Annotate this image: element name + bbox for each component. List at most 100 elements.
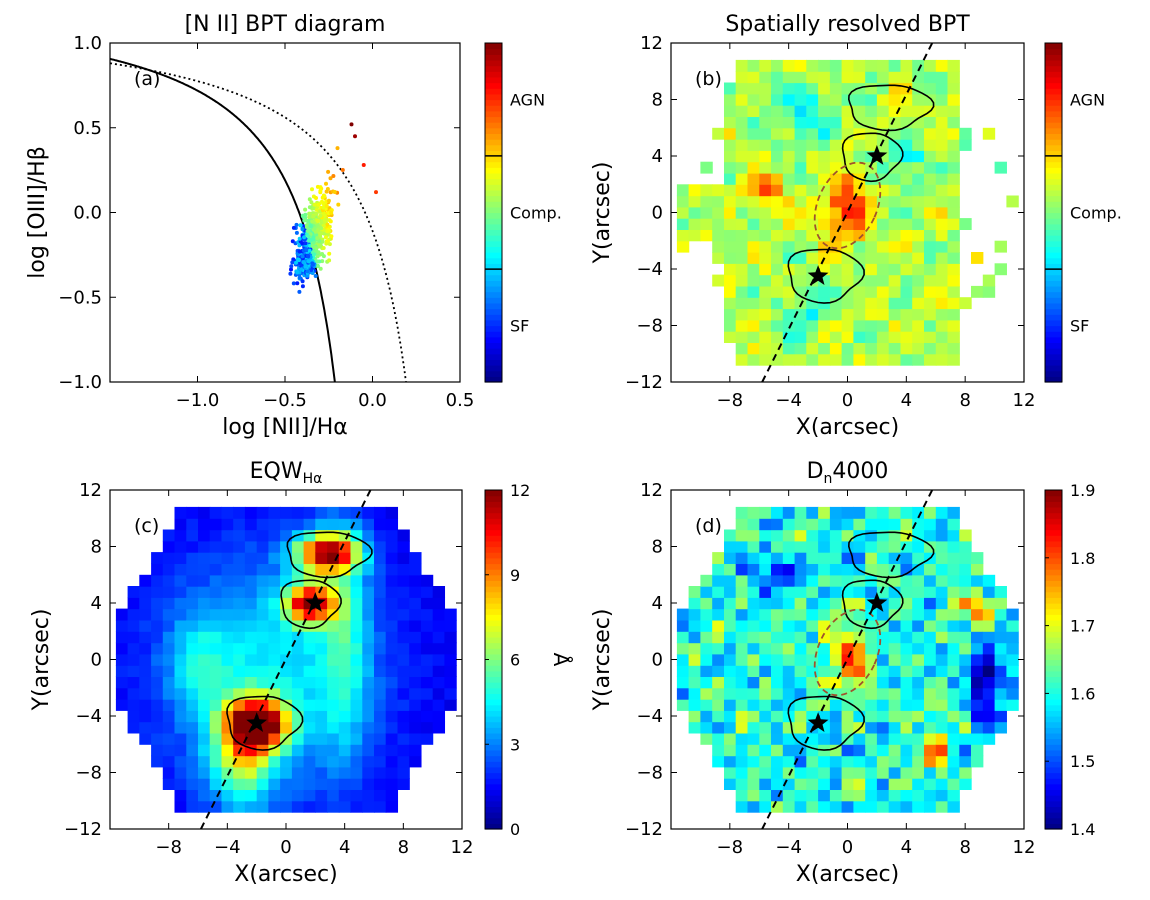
data-point bbox=[315, 236, 320, 241]
map-pixel bbox=[221, 789, 234, 802]
map-pixel bbox=[841, 252, 854, 264]
map-pixel bbox=[268, 597, 281, 610]
map-pixel bbox=[724, 240, 737, 253]
map-pixel bbox=[912, 800, 925, 813]
map-pixel bbox=[876, 676, 890, 689]
map-pixel bbox=[244, 631, 258, 644]
map-pixel bbox=[221, 506, 234, 519]
map-pixel bbox=[782, 518, 796, 531]
map-pixel bbox=[759, 699, 772, 711]
map-pixel bbox=[771, 82, 784, 95]
map-pixel bbox=[712, 687, 725, 700]
colorbar-segment bbox=[485, 670, 502, 678]
map-pixel bbox=[420, 721, 434, 734]
map-pixel bbox=[303, 778, 316, 790]
map-pixel bbox=[853, 506, 866, 519]
x-tick-label: −4 bbox=[775, 390, 802, 411]
map-pixel bbox=[935, 342, 949, 355]
map-pixel bbox=[712, 597, 725, 610]
colorbar-segment bbox=[1045, 353, 1062, 360]
map-pixel bbox=[771, 308, 784, 321]
map-pixel bbox=[280, 789, 293, 802]
map-pixel bbox=[900, 699, 913, 711]
colorbar-segment bbox=[485, 359, 502, 366]
x-tick-label: 12 bbox=[1013, 837, 1036, 858]
map-pixel bbox=[385, 608, 399, 621]
map-pixel bbox=[724, 150, 737, 163]
map-pixel bbox=[327, 699, 340, 711]
map-pixel bbox=[900, 653, 913, 666]
colorbar-tick-label: 9 bbox=[510, 566, 520, 585]
map-pixel bbox=[829, 240, 843, 253]
map-pixel bbox=[151, 586, 164, 598]
panel-label: (c) bbox=[134, 515, 159, 537]
map-pixel bbox=[947, 552, 960, 564]
map-pixel bbox=[971, 732, 984, 745]
colorbar-segment bbox=[485, 591, 502, 598]
map-pixel bbox=[747, 127, 760, 140]
map-pixel bbox=[876, 552, 890, 564]
map-pixel bbox=[1006, 653, 1019, 666]
map-pixel bbox=[829, 631, 843, 644]
map-pixel bbox=[233, 563, 246, 576]
data-point bbox=[328, 176, 333, 181]
map-pixel bbox=[221, 540, 234, 553]
map-pixel bbox=[947, 297, 960, 310]
map-pixel bbox=[162, 744, 176, 757]
contour-north bbox=[286, 531, 373, 579]
data-point bbox=[321, 205, 326, 210]
map-pixel bbox=[747, 172, 760, 185]
map-pixel bbox=[771, 518, 784, 531]
map-pixel bbox=[327, 597, 340, 610]
map-pixel bbox=[209, 540, 223, 553]
map-pixel bbox=[338, 676, 352, 689]
map-pixel bbox=[338, 529, 352, 542]
map-pixel bbox=[853, 676, 866, 689]
map-pixel bbox=[876, 540, 890, 553]
map-pixel bbox=[865, 721, 878, 734]
map-pixel bbox=[759, 586, 772, 598]
map-pixel bbox=[688, 218, 701, 230]
map-pixel bbox=[280, 563, 293, 576]
data-point bbox=[327, 242, 332, 247]
map-pixel bbox=[362, 687, 375, 700]
map-pixel bbox=[818, 331, 831, 343]
map-pixel bbox=[924, 699, 937, 711]
map-pixel bbox=[233, 529, 246, 542]
map-pixel bbox=[115, 608, 129, 621]
map-pixel bbox=[700, 676, 713, 689]
map-pixel bbox=[806, 619, 819, 632]
map-pixel bbox=[876, 342, 890, 355]
map-pixel bbox=[829, 59, 843, 72]
colorbar-tick-label: 1.4 bbox=[1070, 820, 1095, 839]
colorbar-segment bbox=[485, 93, 502, 101]
map-pixel bbox=[959, 732, 972, 745]
map-pixel bbox=[174, 789, 187, 802]
map-pixel bbox=[280, 665, 293, 677]
map-pixel bbox=[888, 619, 902, 632]
map-pixel bbox=[291, 540, 305, 553]
map-pixel bbox=[759, 59, 772, 72]
map-pixel bbox=[162, 699, 176, 711]
dashed-ellipse bbox=[813, 161, 882, 250]
map-pixel bbox=[912, 331, 925, 343]
colorbar-segment bbox=[485, 348, 502, 355]
map-pixel bbox=[912, 229, 925, 242]
map-pixel bbox=[151, 699, 164, 711]
map-pixel bbox=[327, 653, 340, 666]
map-pixel bbox=[747, 93, 760, 106]
map-pixel bbox=[688, 653, 701, 666]
data-point bbox=[306, 254, 311, 259]
map-pixel bbox=[841, 653, 854, 666]
map-pixel bbox=[876, 252, 890, 264]
map-pixel bbox=[794, 789, 807, 802]
axes-frame bbox=[670, 489, 1025, 830]
map-pixel bbox=[303, 699, 316, 711]
map-pixel bbox=[794, 574, 807, 587]
map-pixel bbox=[876, 274, 890, 287]
map-pixel bbox=[971, 642, 984, 655]
map-pixel bbox=[420, 732, 434, 745]
map-pixel bbox=[818, 789, 831, 802]
map-pixel bbox=[291, 586, 305, 598]
map-pixel bbox=[724, 597, 737, 610]
